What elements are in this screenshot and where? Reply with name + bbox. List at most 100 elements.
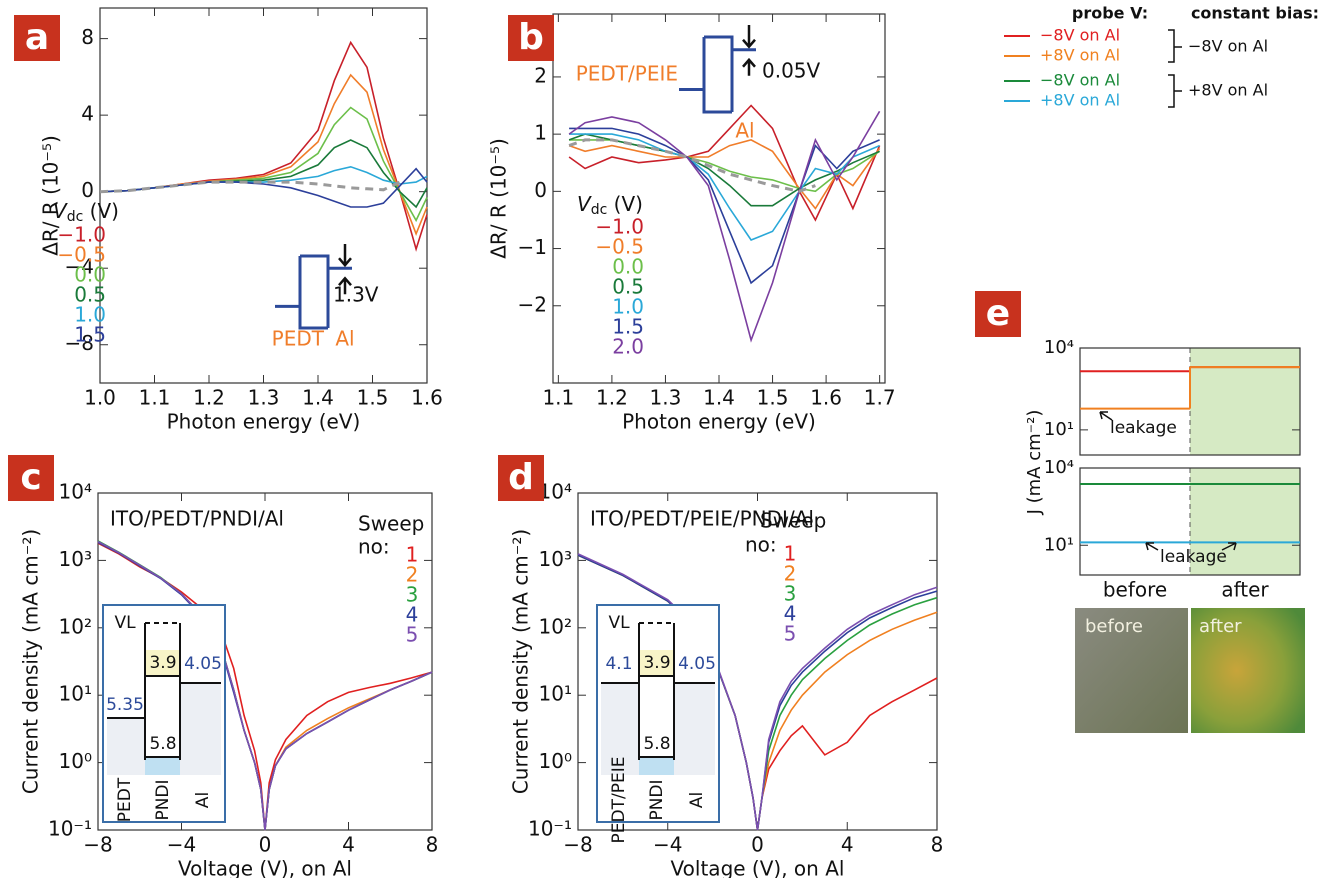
layer-label: PEDT/PEIE	[609, 757, 629, 844]
anode-region	[601, 683, 639, 775]
data-line	[568, 110, 881, 343]
legend-entry: 5	[784, 622, 797, 646]
annotation: leakage	[1110, 418, 1177, 438]
legend-title: Sweep	[358, 512, 424, 536]
plot-frame	[99, 7, 428, 384]
y-tick-label: 10²	[59, 614, 92, 638]
lumo-region	[639, 650, 674, 676]
legend-title-symbol: V	[53, 199, 68, 223]
inset-levels	[601, 623, 715, 760]
panel-label: e	[986, 293, 1010, 334]
y-axis-label: ΔR/ R (10⁻⁵)	[487, 138, 511, 259]
data-line	[568, 133, 880, 207]
y-tick-label: 10⁴	[539, 480, 572, 504]
x-axis-label: Photon energy (eV)	[622, 410, 816, 434]
anode-region	[107, 718, 145, 775]
cathode-region	[180, 683, 221, 775]
y-tick-label: 10¹	[539, 682, 572, 706]
legend-entry: 0.5	[612, 275, 644, 299]
y-tick-label: −4	[65, 255, 94, 279]
x-tick-label: 8	[931, 833, 944, 857]
annotation: leakage	[1160, 547, 1227, 567]
arrow	[338, 244, 352, 268]
anode-wf-label: 5.35	[106, 695, 144, 715]
y-axis-label: J (mA cm⁻²)	[1024, 410, 1045, 516]
y-tick-label: 10⁴	[1044, 337, 1074, 358]
anode-wf-label: 4.1	[605, 654, 632, 674]
legend-title-subscript: dc	[591, 202, 608, 218]
x-tick-label: 8	[426, 833, 439, 857]
x-axis-label: Photon energy (eV)	[167, 410, 361, 434]
inset-levels	[107, 623, 221, 760]
data-line	[99, 73, 428, 236]
y-tick-label: 10¹	[1044, 534, 1074, 555]
y-tick-label: 10¹	[1044, 419, 1074, 440]
legend-entry: +8V on Al	[1040, 46, 1120, 65]
x-tick-label: 1.3	[248, 386, 280, 410]
y-tick-label: 0	[534, 178, 547, 202]
x-tick-label: 4	[841, 833, 854, 857]
legend-entry: 1.0	[74, 303, 106, 327]
x-tick-label: 1.5	[357, 386, 389, 410]
legend-entry: 4	[406, 603, 419, 627]
panel-label: d	[508, 457, 534, 498]
panel-label-box	[498, 455, 544, 501]
legend-entry: 1	[784, 542, 797, 566]
y-tick-label: 0	[81, 178, 94, 202]
lumo-label: 3.9	[149, 653, 176, 673]
data-line	[99, 167, 428, 208]
cathode-region	[674, 683, 715, 775]
plot-frame	[1079, 467, 1301, 576]
layer-label: Al	[193, 792, 213, 808]
bracket	[1168, 74, 1182, 108]
legend-title-symbol: V	[577, 192, 592, 216]
x-tick-label: −4	[167, 833, 196, 857]
left-layer: PEDT/PEIE	[576, 62, 678, 86]
arrow	[1099, 411, 1113, 421]
after-region	[1190, 468, 1300, 575]
legend-entry: −0.5	[595, 235, 644, 259]
x-tick-label: before	[1103, 578, 1167, 602]
lumo-label: 3.9	[643, 653, 670, 673]
contact-diagram	[275, 254, 352, 330]
x-tick-label: after	[1221, 578, 1269, 602]
y-tick-label: 10³	[539, 547, 572, 571]
x-axis-label: Voltage (V), on Al	[178, 857, 352, 878]
x-tick-label: 1.6	[810, 386, 842, 410]
y-axis-label: Current density (mA cm⁻²)	[19, 529, 43, 794]
y-tick-label: 10⁰	[539, 749, 572, 773]
legend-subtitle: no:	[745, 533, 777, 557]
y-axis-label: Current density (mA cm⁻²)	[509, 529, 533, 794]
after-region	[1190, 348, 1300, 455]
homo-label: 5.8	[149, 734, 176, 754]
y-tick-label: 10²	[539, 614, 572, 638]
data-line	[97, 540, 433, 831]
right-layer: Al	[335, 327, 354, 351]
x-tick-label: 1.4	[302, 386, 334, 410]
legend-entry: 2	[784, 562, 797, 586]
x-tick-label: 1.7	[864, 386, 896, 410]
data-line	[569, 127, 880, 285]
photo-after	[1191, 608, 1305, 733]
panel-label: b	[518, 17, 544, 58]
data-line	[99, 139, 428, 209]
y-tick-label: 10⁰	[59, 749, 92, 773]
x-axis-label: Voltage (V), on Al	[671, 857, 845, 878]
legend-entry: 0.0	[74, 263, 106, 287]
panel-label-box	[975, 291, 1021, 337]
arrow	[742, 57, 756, 76]
panel-label: c	[20, 457, 41, 498]
step-label: 1.3V	[333, 283, 379, 307]
layer-label: PNDI	[153, 779, 173, 820]
y-tick-label: 8	[81, 25, 94, 49]
arrow	[742, 25, 756, 49]
x-tick-label: 1.6	[411, 386, 443, 410]
legend-entry: 5	[406, 623, 419, 647]
x-tick-label: 0	[259, 833, 272, 857]
layer-label: PNDI	[647, 779, 667, 820]
y-tick-label: 10⁻¹	[48, 817, 92, 841]
y-tick-label: 1	[534, 121, 547, 145]
contact-diagram	[679, 35, 756, 114]
bracket	[1168, 29, 1182, 63]
